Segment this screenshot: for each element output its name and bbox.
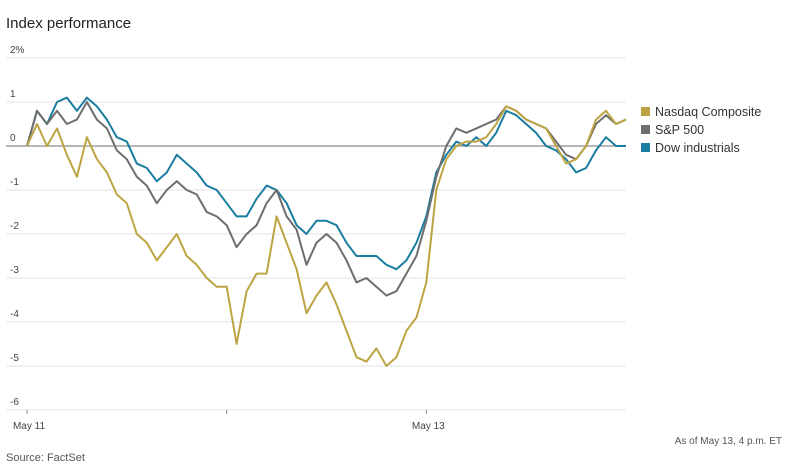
y-tick-label: -2 <box>10 221 19 232</box>
y-tick-label: 2% <box>10 45 25 56</box>
y-tick-label: -3 <box>10 265 19 276</box>
y-tick-label: -1 <box>10 177 19 188</box>
x-tick-label: May 13 <box>412 421 445 432</box>
legend-swatch <box>641 125 650 134</box>
y-tick-label: -6 <box>10 397 19 408</box>
series-line <box>26 105 627 367</box>
chart-title: Index performance <box>6 15 131 32</box>
y-tick-label: -5 <box>10 353 19 364</box>
series-line <box>26 101 627 297</box>
legend-label: Nasdaq Composite <box>655 105 761 119</box>
y-tick-label: -4 <box>10 309 19 320</box>
y-tick-label: 0 <box>10 133 16 144</box>
legend-label: Dow industrials <box>655 141 740 155</box>
source: Source: FactSet <box>6 452 85 464</box>
legend-swatch <box>641 143 650 152</box>
note: As of May 13, 4 p.m. ET <box>675 436 782 447</box>
series-line <box>26 96 626 271</box>
y-tick-label: 1 <box>10 89 16 100</box>
legend-swatch <box>641 107 650 116</box>
x-tick-label: May 11 <box>13 421 45 432</box>
legend-label: S&P 500 <box>655 123 704 137</box>
